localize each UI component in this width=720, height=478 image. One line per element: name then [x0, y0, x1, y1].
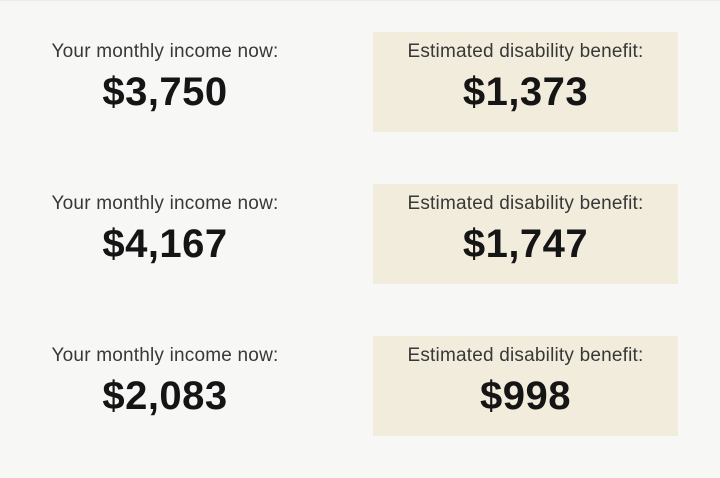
income-value: $4,167 [102, 222, 228, 266]
income-value: $3,750 [102, 70, 228, 114]
benefit-card: Estimated disability benefit: $1,747 [373, 184, 678, 284]
income-cell: Your monthly income now: $3,750 [0, 32, 330, 132]
benefit-label: Estimated disability benefit: [407, 193, 644, 214]
income-value: $2,083 [102, 374, 228, 418]
benefit-card: Estimated disability benefit: $998 [373, 336, 678, 436]
income-label: Your monthly income now: [51, 193, 279, 214]
benefit-card: Estimated disability benefit: $1,373 [373, 32, 678, 132]
benefit-value: $1,373 [462, 70, 589, 114]
income-cell: Your monthly income now: $2,083 [0, 336, 330, 436]
benefit-label: Estimated disability benefit: [407, 41, 644, 62]
benefit-value: $1,747 [462, 222, 589, 266]
benefit-value: $998 [480, 374, 571, 418]
income-cell: Your monthly income now: $4,167 [0, 184, 330, 284]
income-label: Your monthly income now: [51, 41, 279, 62]
income-label: Your monthly income now: [51, 345, 279, 366]
benefit-label: Estimated disability benefit: [407, 345, 644, 366]
